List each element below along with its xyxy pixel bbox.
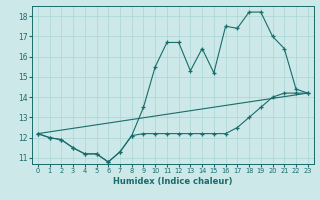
X-axis label: Humidex (Indice chaleur): Humidex (Indice chaleur)	[113, 177, 233, 186]
